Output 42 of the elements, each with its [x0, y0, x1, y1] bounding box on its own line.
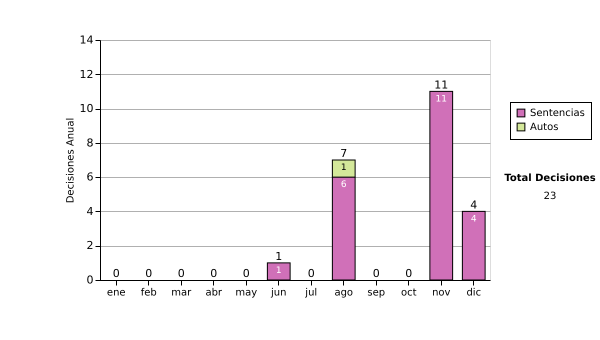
data-label: 1 — [276, 266, 282, 276]
x-tick-label: feb — [140, 288, 157, 298]
y-tick-label: 6 — [86, 170, 94, 184]
data-label: 4 — [470, 214, 477, 224]
total-label: 0 — [242, 267, 250, 280]
total-label: 0 — [178, 267, 185, 280]
x-tick-label: sep — [367, 288, 386, 298]
total-label: 0 — [145, 267, 152, 280]
y-tick-label: 10 — [80, 102, 94, 116]
total-label: 0 — [308, 267, 315, 280]
text: Total Decisiones — [504, 173, 596, 184]
total-label: 1 — [275, 250, 282, 263]
data-label: 11 — [436, 94, 447, 104]
text: 23 — [544, 191, 556, 202]
y-axis-title: Decisiones Anual — [66, 118, 77, 204]
y-tick-label: 2 — [86, 239, 94, 252]
x-tick-label: may — [235, 288, 258, 298]
y-tick-label: 4 — [86, 204, 94, 218]
y-tick-label: 0 — [86, 274, 94, 286]
y-tick-label: 8 — [86, 136, 94, 150]
total-label: 0 — [405, 267, 412, 280]
total-label: 4 — [470, 198, 478, 212]
y-tick-label: 12 — [80, 68, 94, 81]
x-tick-label: jun — [270, 288, 286, 298]
legend-label: Autos — [530, 122, 558, 133]
total-label: 0 — [210, 267, 218, 280]
total-label: 0 — [372, 267, 380, 280]
x-tick-label: nov — [432, 288, 451, 298]
x-tick-label: mar — [171, 288, 192, 298]
x-tick-label: ene — [106, 288, 126, 298]
total-label: 7 — [340, 147, 348, 160]
data-label: 6 — [340, 180, 347, 190]
data-label: 1 — [340, 163, 347, 173]
legend-label: Sentencias — [530, 108, 585, 119]
total-label: 0 — [112, 267, 120, 280]
x-tick-label: dic — [466, 288, 482, 298]
x-tick-label: abr — [205, 288, 223, 298]
x-tick-label: ago — [334, 288, 354, 298]
x-tick-label: jul — [304, 288, 318, 298]
x-tick-label: oct — [400, 288, 417, 298]
total-label: 11 — [434, 78, 448, 92]
y-tick-label: 14 — [80, 34, 94, 46]
